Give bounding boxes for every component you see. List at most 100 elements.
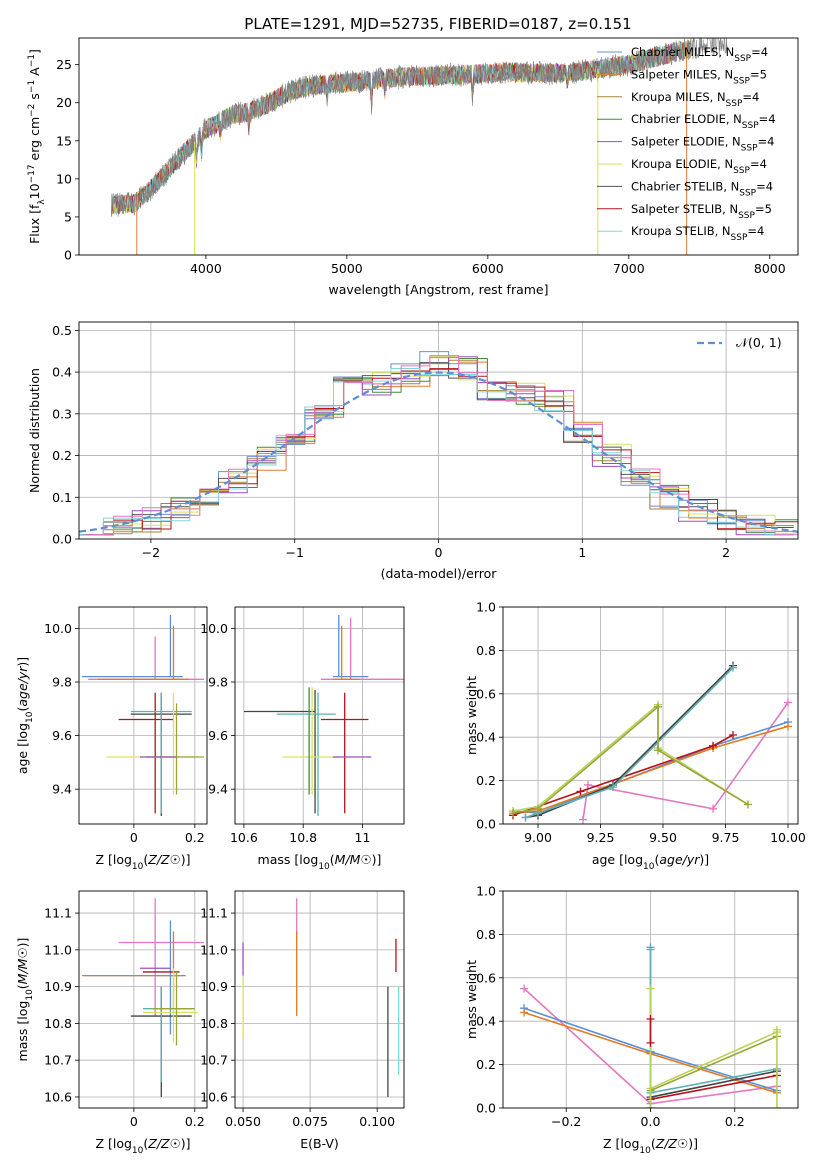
axes-residuals: −2 −1 0 1 2 0.0 0.1 0.2 0.3 0.4 0.5 (data-model)/er… — [27, 321, 799, 581]
residual-histogram — [79, 362, 794, 536]
residual-histogram — [84, 355, 798, 536]
mass-weight-marker — [521, 813, 530, 822]
y-tick-label: 10.7 — [44, 1053, 72, 1068]
y-tick-label: 1.0 — [476, 884, 496, 899]
mass-weight-marker — [646, 984, 655, 993]
legend-entry: Kroupa STELIB, NSSP=4 — [631, 224, 764, 243]
label-fragment: 10 — [25, 711, 35, 723]
mass-weight-marker — [609, 783, 617, 792]
label-fragment: ( — [143, 1136, 148, 1151]
residual-histogram — [84, 357, 798, 536]
x-tick-label: −1 — [285, 545, 303, 560]
x-tick-label: 8000 — [754, 261, 786, 276]
y-tick-label: 0.2 — [476, 1057, 496, 1072]
axes-frame — [78, 37, 799, 256]
plot-area-age_vs_mass — [235, 607, 404, 824]
label-fragment: ( — [15, 707, 30, 712]
mass-weight-marker — [709, 804, 717, 813]
x-tick-label: 2 — [722, 545, 730, 560]
axes-spectrum: 4000 5000 6000 7000 8000 0 5 10 15 20 25 wavelength… — [27, 37, 799, 297]
y-tick-label: 10.8 — [200, 1016, 228, 1031]
y-tick-label: 10.0 — [200, 621, 228, 636]
label-fragment: 10 — [132, 1146, 144, 1156]
mass-weight-marker — [654, 746, 662, 755]
x-tick-label: 10.00 — [770, 830, 806, 845]
massweight_vs_Z-ylabel: mass weight — [464, 960, 479, 1039]
mass-weight-marker — [729, 663, 737, 672]
figure-title: PLATE=1291, MJD=52735, FIBERID=0187, z=0… — [244, 15, 631, 33]
y-tick-label: 9.8 — [52, 675, 72, 690]
plot-area-massweight_vs_age — [503, 607, 798, 824]
y-tick-label: 9.6 — [208, 728, 228, 743]
residual-histogram — [84, 368, 798, 536]
x-tick-label: 9.50 — [649, 830, 677, 845]
label-fragment: Z/Z☉ — [655, 1136, 689, 1151]
label-fragment: s — [27, 93, 42, 104]
x-tick-label: −0.2 — [551, 1114, 581, 1129]
label-fragment: )] — [15, 938, 30, 948]
y-tick-label: 10.8 — [44, 1016, 72, 1031]
label-fragment: =4 — [756, 179, 773, 193]
y-tick-label: 9.4 — [208, 782, 228, 797]
mass-weight-marker — [709, 741, 717, 750]
label-fragment: 10 — [643, 862, 655, 872]
label-fragment: Chabrier ELODIE, N — [631, 112, 742, 126]
mass-weight-marker — [579, 815, 587, 824]
legend-entry: Chabrier MILES, NSSP=4 — [631, 45, 768, 64]
label-fragment: )] — [181, 1136, 191, 1151]
label-fragment: Chabrier MILES, N — [631, 45, 734, 59]
label-fragment: Salpeter MILES, N — [631, 67, 733, 81]
y-tick-label: 0.4 — [52, 365, 72, 380]
mass-weight-marker — [576, 787, 585, 796]
x-tick-label: 5000 — [331, 261, 363, 276]
mass-weight-marker — [520, 984, 529, 993]
x-tick-label: 11 — [355, 830, 371, 845]
label-fragment: )] — [688, 1136, 698, 1151]
label-fragment: )] — [181, 852, 191, 867]
label-fragment: SSP — [733, 76, 750, 86]
label-fragment: −1 — [27, 54, 37, 67]
mass-weight-line — [650, 1068, 778, 1094]
label-fragment: −17 — [27, 164, 37, 183]
mass-weight-marker — [646, 1038, 655, 1047]
label-fragment: 10 — [25, 989, 35, 1001]
y-tick-label: 11.0 — [200, 942, 228, 957]
label-fragment: =5 — [755, 202, 772, 216]
massweight_vs_Z-xlabel: Z [log10(Z/Z☉)] — [603, 1136, 698, 1156]
axes-mass_vs_ebv: 0.050 0.075 0.100 10.6 10.7 10.8 10.9 11.0 11.1 E… — [200, 890, 405, 1151]
axes-massweight_vs_age: 9.00 9.25 9.50 9.75 10.00 0.0 0.2 0.4 0.6 0.8 1.0 a… — [464, 600, 806, 873]
x-tick-label: 4000 — [190, 261, 222, 276]
massweight_vs_age-xlabel: age [log10(age/yr)] — [592, 852, 709, 872]
label-fragment: SSP — [739, 188, 756, 198]
x-tick-label: 9.25 — [587, 830, 615, 845]
mass-weight-marker — [534, 804, 542, 813]
axes-age_vs_mass: 10.6 10.8 11 9.4 9.6 9.8 10.0 mass [log10(M/M☉)… — [200, 606, 405, 872]
label-fragment: Kroupa MILES, N — [631, 90, 726, 104]
y-tick-label: 9.6 — [52, 728, 72, 743]
mass-weight-line — [512, 734, 734, 817]
y-tick-label: 0.6 — [476, 686, 496, 701]
y-tick-label: 9.8 — [208, 675, 228, 690]
plot-area-mass_vs_Z — [79, 891, 207, 1108]
y-tick-label: 10.6 — [44, 1089, 72, 1104]
x-tick-label: 0 — [130, 830, 138, 845]
label-fragment: SSP — [734, 54, 751, 64]
mass-weight-marker — [784, 698, 792, 707]
y-tick-label: 25 — [56, 57, 72, 72]
label-fragment: age/yr — [15, 666, 30, 707]
residual-histogram — [79, 368, 794, 536]
mass-weight-line — [650, 1070, 778, 1098]
y-tick-label: 11.1 — [44, 906, 72, 921]
x-tick-label: 10.8 — [289, 830, 317, 845]
x-tick-label: −2 — [142, 545, 160, 560]
label-fragment: λ — [37, 199, 47, 205]
label-fragment: Kroupa ELODIE, N — [631, 157, 733, 171]
label-fragment: mass [log — [15, 1001, 30, 1062]
x-tick-label: 10.6 — [230, 830, 258, 845]
y-tick-label: 0.0 — [52, 532, 72, 547]
x-tick-label: 1 — [578, 545, 586, 560]
label-fragment: Z/Z☉ — [147, 852, 181, 867]
label-fragment: Z [log — [603, 1136, 639, 1151]
age_vs_Z-ylabel: age [log10(age/yr)] — [15, 657, 35, 774]
